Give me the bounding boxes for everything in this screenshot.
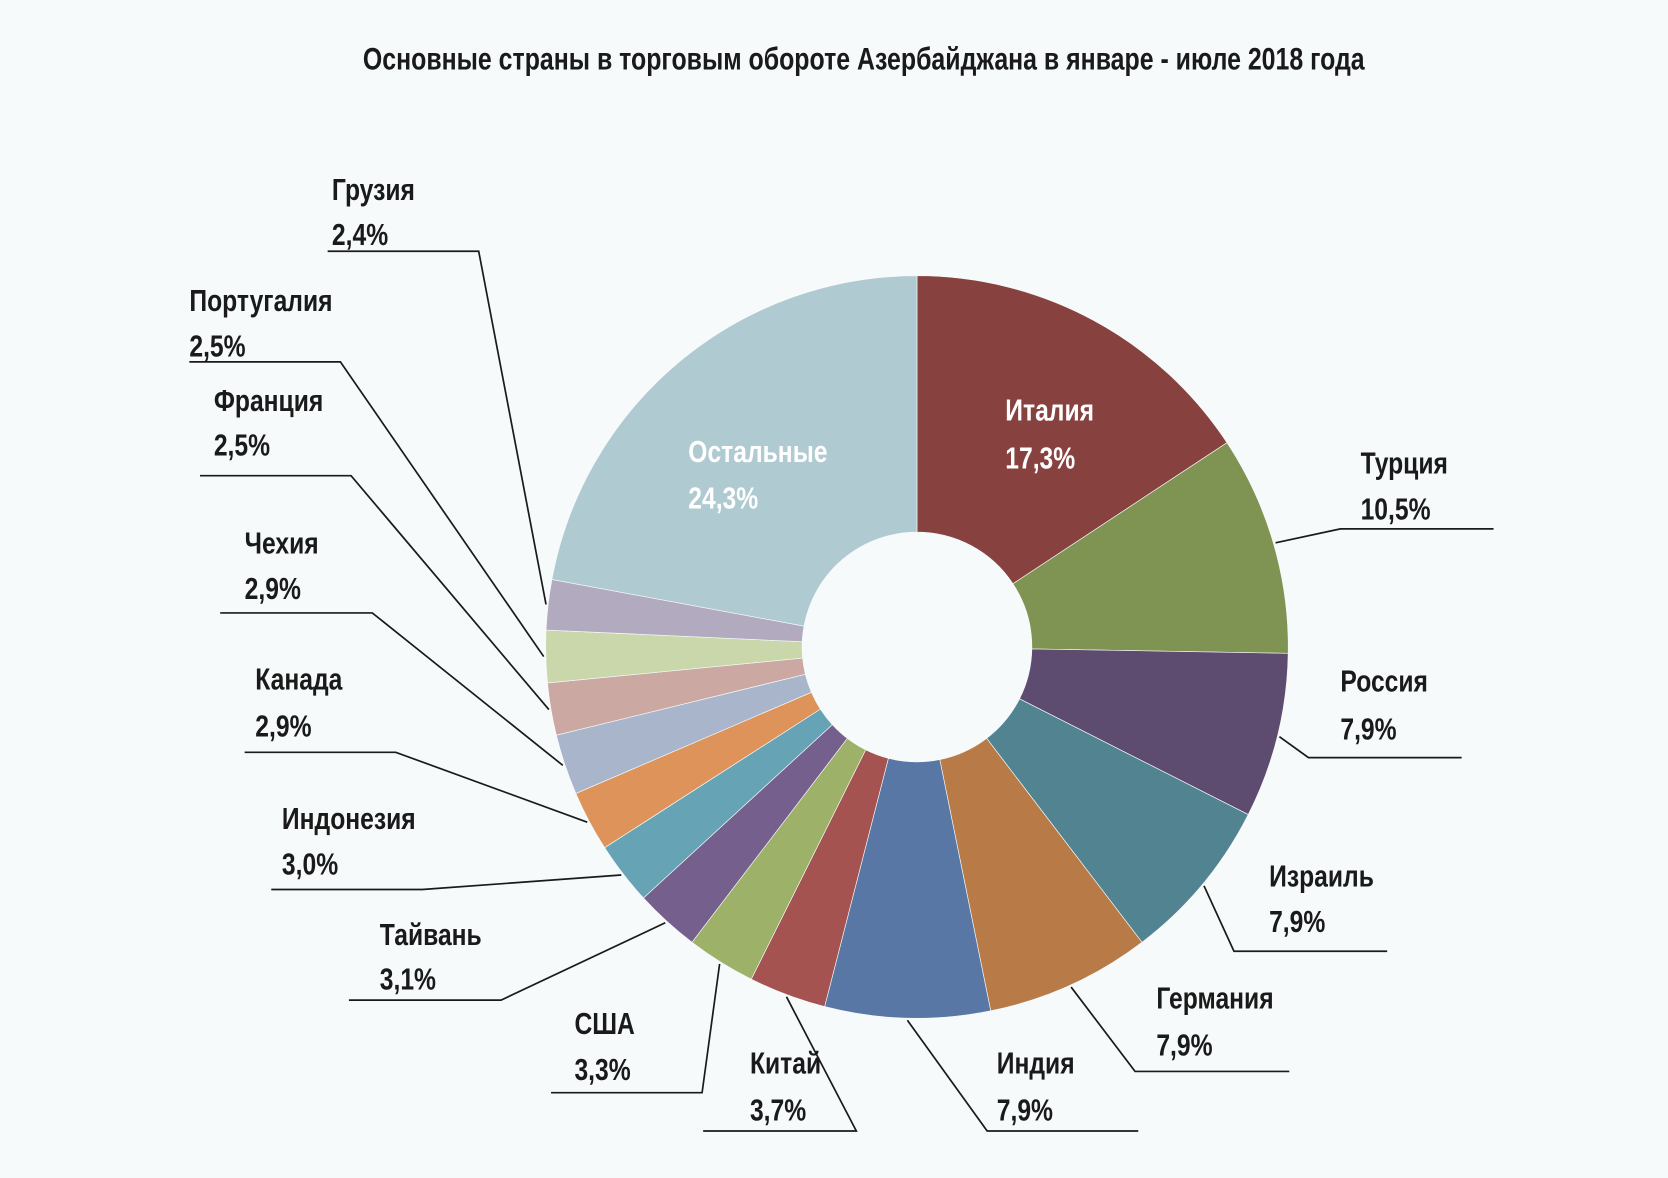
slice-россия-name: Россия [1340, 664, 1428, 698]
slice-индонезия-leader-line [271, 874, 622, 891]
slice-турция-name: Турция [1361, 446, 1448, 480]
slice-индонезия-name: Индонезия [282, 801, 416, 835]
slice-италия-value: 17,3% [1005, 441, 1075, 475]
slices [545, 275, 1289, 1019]
slice-грузия-value: 2,4% [332, 217, 388, 251]
slice-сша-name: США [574, 1007, 634, 1041]
slice-тайвань-leader-line [348, 922, 666, 1002]
slice-индия-value: 7,9% [997, 1093, 1053, 1127]
slice-россия-value: 7,9% [1340, 712, 1396, 746]
slice-чехия-name: Чехия [245, 526, 319, 560]
slice-labels: Италия 17,3% Турция 10,5% Россия 7,9% Израиль 7… [189, 173, 1448, 1127]
slice-россия-leader-line [1278, 736, 1462, 759]
slice-канада-value: 2,9% [255, 709, 311, 743]
slice-индия-leader-line [906, 1019, 1139, 1132]
slice-франция-value: 2,5% [214, 428, 270, 462]
slice-турция-value: 10,5% [1361, 492, 1431, 526]
slice-италия [916, 275, 1228, 585]
slice-индия-name: Индия [997, 1046, 1075, 1080]
slice-остальные [551, 275, 918, 627]
leader-lines [189, 250, 1494, 1132]
slice-остальные-name: Остальные [688, 434, 827, 468]
slice-германия-value: 7,9% [1156, 1028, 1212, 1062]
slice-индия [824, 757, 992, 1019]
slice-канада-leader-line [244, 751, 588, 823]
slice-германия [939, 737, 1143, 1012]
slice-израиль-value: 7,9% [1269, 904, 1325, 938]
slice-германия-name: Германия [1156, 981, 1273, 1015]
slice-израиль-name: Израиль [1269, 859, 1374, 893]
slice-грузия-name: Грузия [332, 173, 415, 207]
slice-канада-name: Канада [255, 662, 342, 696]
slice-остальные-value: 24,3% [688, 481, 758, 515]
slice-китай-leader-line [703, 996, 858, 1132]
slice-франция-leader-line [199, 474, 550, 711]
slice-индонезия-value: 3,0% [282, 847, 338, 881]
slice-чехия-value: 2,9% [245, 571, 301, 605]
slice-германия-leader-line [1070, 986, 1290, 1073]
slice-израиль-leader-line [1203, 885, 1388, 953]
slice-франция-name: Франция [214, 383, 323, 417]
slice-чехия-leader-line [220, 612, 564, 767]
chart-title: Основные страны в торговым обороте Азерб… [363, 41, 1366, 77]
slice-португалия-leader-line [189, 361, 545, 658]
slice-сша-leader-line [551, 963, 721, 1094]
slice-турция-leader-line [1275, 528, 1494, 544]
slice-португалия-value: 2,5% [189, 329, 245, 363]
slice-китай-value: 3,7% [750, 1093, 806, 1127]
slice-китай-name: Китай [750, 1046, 821, 1080]
slice-сша-value: 3,3% [574, 1052, 630, 1086]
slice-турция [1012, 442, 1289, 654]
slice-грузия-leader-line [327, 250, 547, 605]
slice-португалия-name: Португалия [189, 283, 332, 317]
slice-италия-name: Италия [1005, 393, 1094, 427]
slice-израиль [986, 698, 1249, 943]
slice-россия [1019, 648, 1289, 816]
slice-тайвань-name: Тайвань [380, 917, 482, 951]
slice-тайвань-value: 3,1% [380, 962, 436, 996]
